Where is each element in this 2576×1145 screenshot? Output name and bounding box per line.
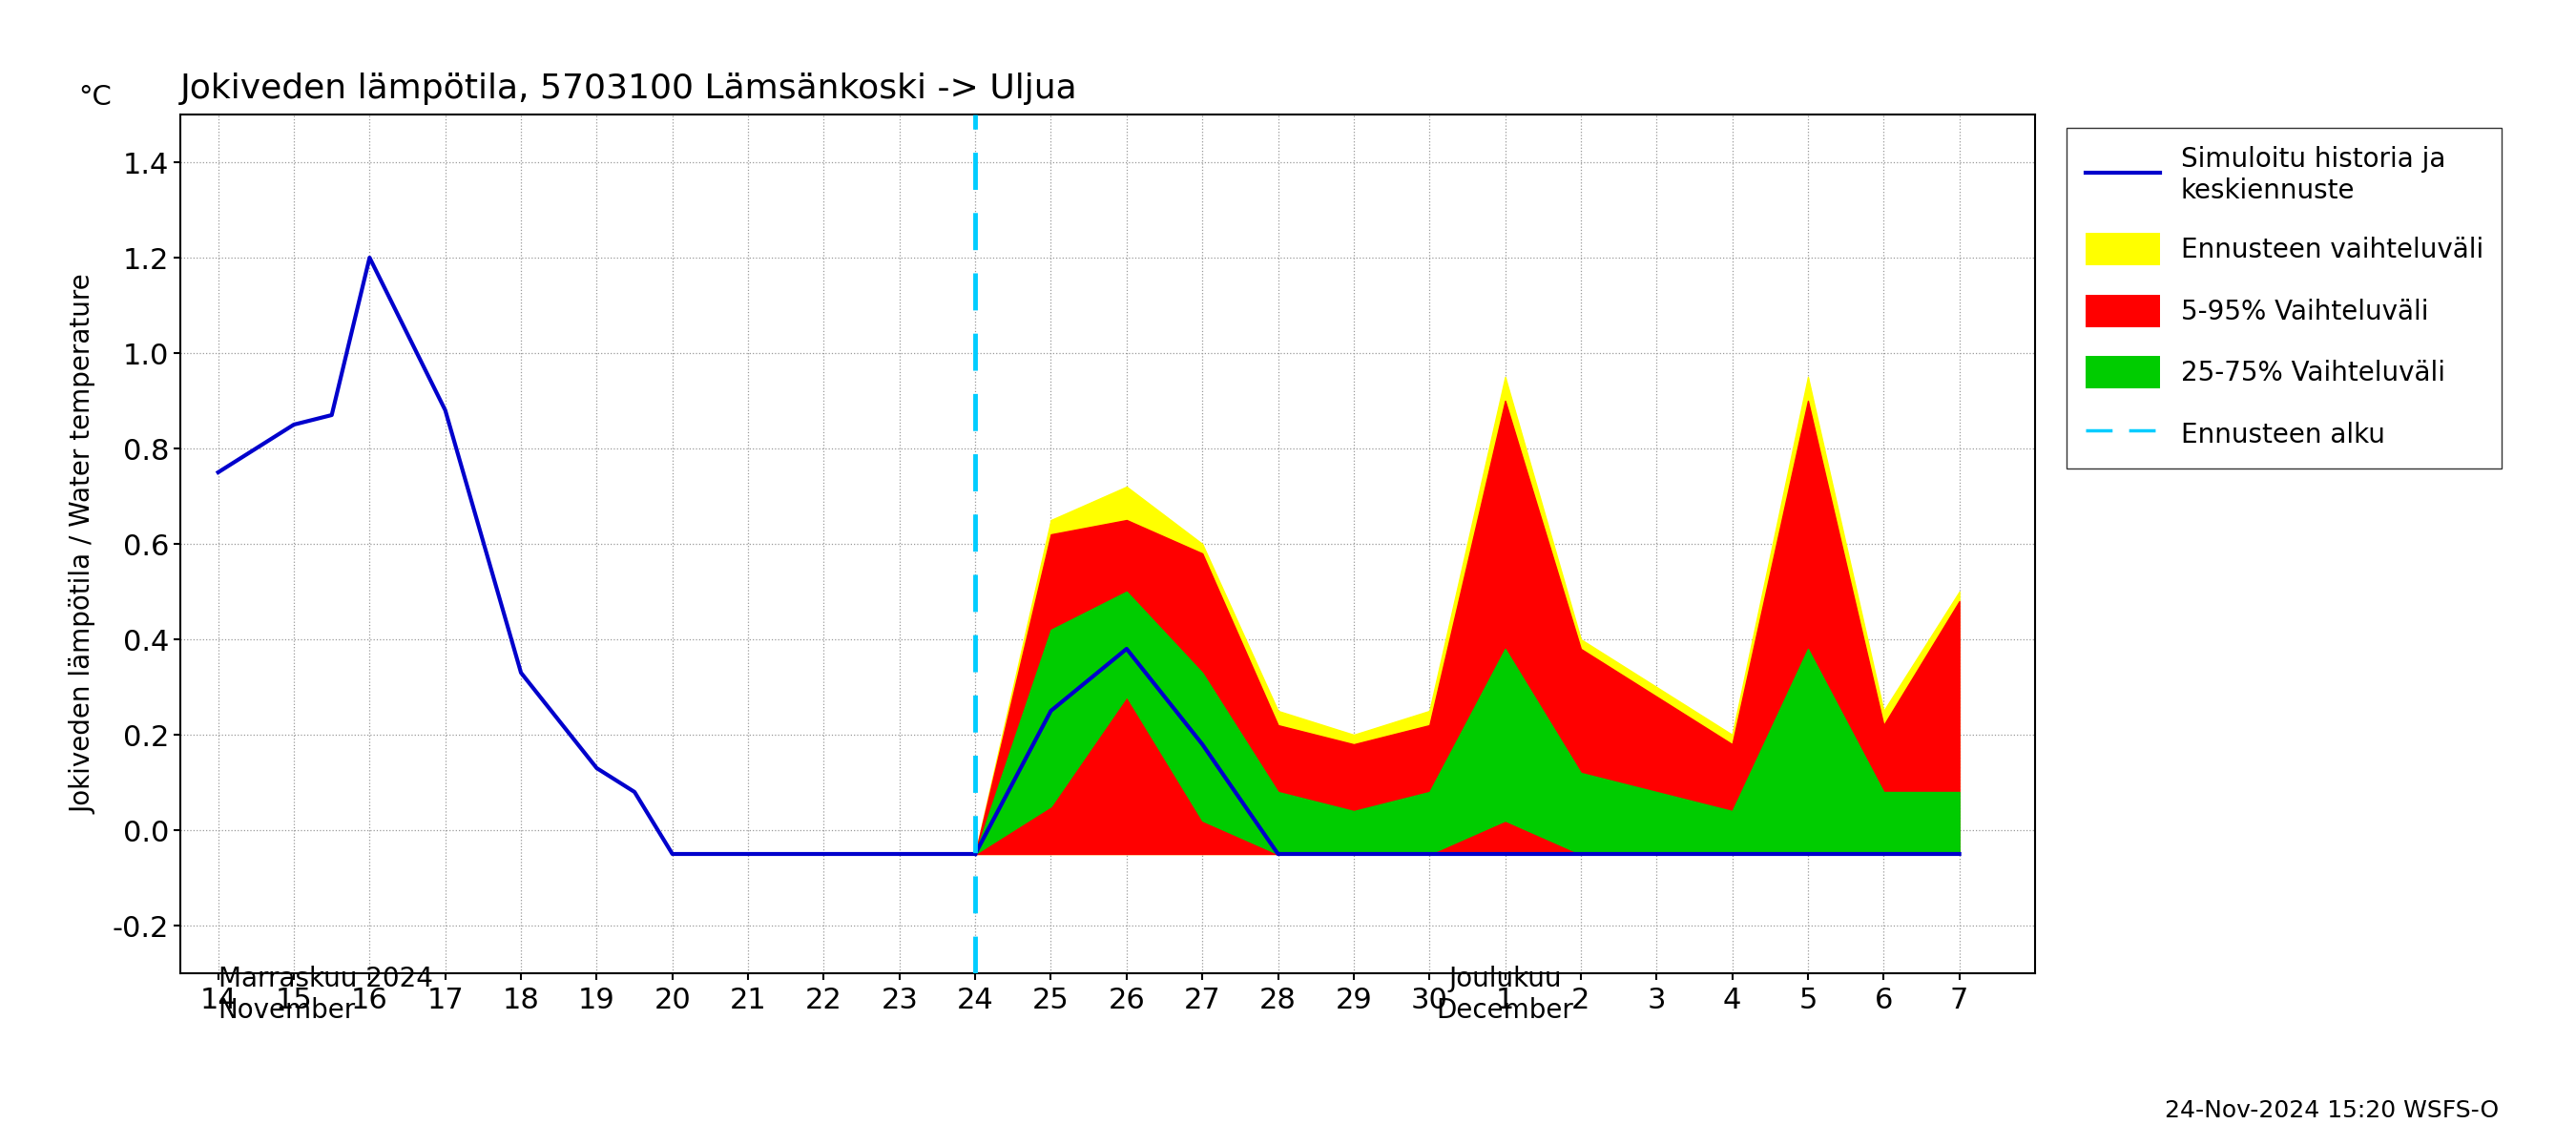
Text: Joulukuu
December: Joulukuu December: [1437, 966, 1574, 1024]
Text: Marraskuu 2024
November: Marraskuu 2024 November: [219, 966, 433, 1024]
Text: 24-Nov-2024 15:20 WSFS-O: 24-Nov-2024 15:20 WSFS-O: [2164, 1099, 2499, 1122]
Text: Jokiveden lämpötila, 5703100 Lämsänkoski -> Uljua: Jokiveden lämpötila, 5703100 Lämsänkoski…: [180, 73, 1077, 105]
Legend: Simuloitu historia ja
keskiennuste, Ennusteen vaihteluväli, 5-95% Vaihteluväli, : Simuloitu historia ja keskiennuste, Ennu…: [2066, 128, 2501, 468]
Text: °C: °C: [77, 84, 111, 110]
Y-axis label: Jokiveden lämpötila / Water temperature: Jokiveden lämpötila / Water temperature: [70, 274, 95, 814]
